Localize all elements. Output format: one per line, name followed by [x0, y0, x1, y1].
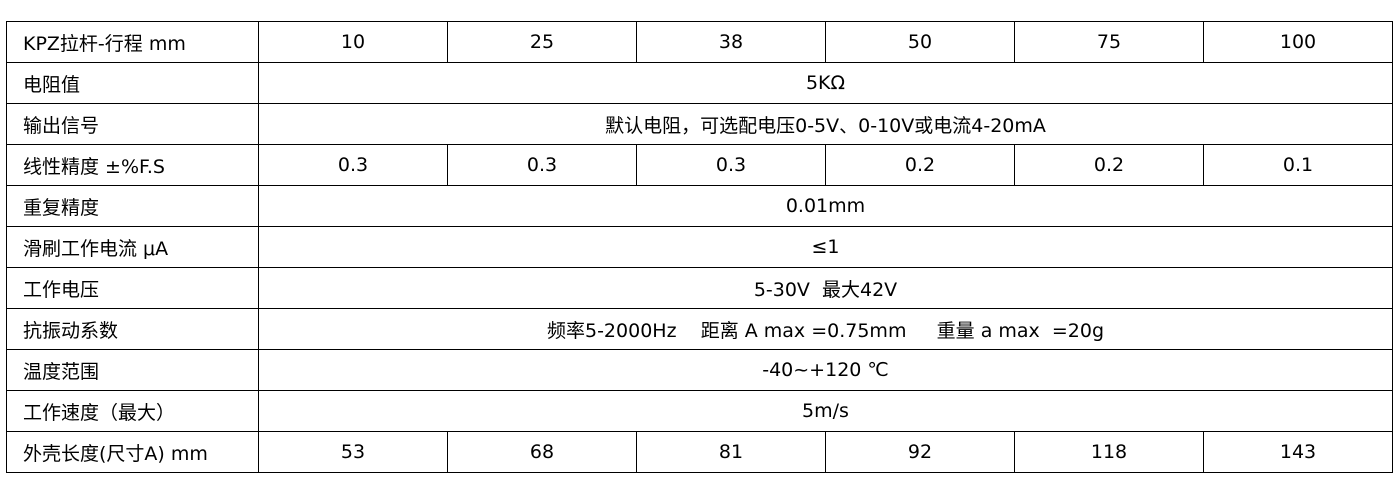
- table-cell: 81: [636, 431, 826, 473]
- merged-cell: 0.01mm: [258, 185, 1393, 227]
- table-row: 温度范围 -40~+120 ℃: [6, 349, 1393, 391]
- table-cell: 25: [447, 21, 637, 63]
- row-label: 输出信号: [6, 103, 259, 145]
- table-row: 线性精度 ±%F.S 0.3 0.3 0.3 0.2 0.2 0.1: [6, 144, 1393, 186]
- table-cell: 0.2: [825, 144, 1015, 186]
- table-row: 电阻值 5KΩ: [6, 62, 1393, 104]
- table-cell: 143: [1203, 431, 1393, 473]
- table-cell: 68: [447, 431, 637, 473]
- row-label: 抗振动系数: [6, 308, 259, 350]
- row-label: 滑刷工作电流 μA: [6, 226, 259, 268]
- row-label: 重复精度: [6, 185, 259, 227]
- table-row: 抗振动系数 频率5-2000Hz 距离 A max =0.75mm 重量 a ma…: [6, 308, 1393, 350]
- table-cell: 0.3: [447, 144, 637, 186]
- table-cell: 92: [825, 431, 1015, 473]
- table-cell: 0.3: [258, 144, 448, 186]
- merged-cell: 5m/s: [258, 390, 1393, 432]
- table-cell: 100: [1203, 21, 1393, 63]
- row-label: KPZ拉杆-行程 mm: [6, 21, 259, 63]
- table-cell: 0.1: [1203, 144, 1393, 186]
- merged-cell: 5KΩ: [258, 62, 1393, 104]
- row-label: 工作速度（最大）: [6, 390, 259, 432]
- merged-cell: 5-30V 最大42V: [258, 267, 1393, 309]
- row-label: 外壳长度(尺寸A) mm: [6, 431, 259, 473]
- table-row: 滑刷工作电流 μA ≤1: [6, 226, 1393, 268]
- row-label: 温度范围: [6, 349, 259, 391]
- merged-cell: ≤1: [258, 226, 1393, 268]
- table-row: 工作速度（最大） 5m/s: [6, 390, 1393, 432]
- table-cell: 10: [258, 21, 448, 63]
- table-cell: 0.3: [636, 144, 826, 186]
- merged-cell: 默认电阻，可选配电压0-5V、0-10V或电流4-20mA: [258, 103, 1393, 145]
- merged-cell: 频率5-2000Hz 距离 A max =0.75mm 重量 a max =20…: [258, 308, 1393, 350]
- merged-cell: -40~+120 ℃: [258, 349, 1393, 391]
- table-cell: 118: [1014, 431, 1204, 473]
- table-cell: 75: [1014, 21, 1204, 63]
- row-label: 线性精度 ±%F.S: [6, 144, 259, 186]
- table-row: 外壳长度(尺寸A) mm 53 68 81 92 118 143: [6, 431, 1393, 473]
- table-cell: 53: [258, 431, 448, 473]
- row-label: 工作电压: [6, 267, 259, 309]
- table-cell: 50: [825, 21, 1015, 63]
- table-row: 输出信号 默认电阻，可选配电压0-5V、0-10V或电流4-20mA: [6, 103, 1393, 145]
- spec-table: KPZ拉杆-行程 mm 10 25 38 50 75 100 电阻值 5KΩ 输出信号 默认电阻，可…: [6, 21, 1393, 473]
- table-row: 重复精度 0.01mm: [6, 185, 1393, 227]
- row-label: 电阻值: [6, 62, 259, 104]
- table-row: 工作电压 5-30V 最大42V: [6, 267, 1393, 309]
- table-cell: 0.2: [1014, 144, 1204, 186]
- table-cell: 38: [636, 21, 826, 63]
- table-row: KPZ拉杆-行程 mm 10 25 38 50 75 100: [6, 21, 1393, 63]
